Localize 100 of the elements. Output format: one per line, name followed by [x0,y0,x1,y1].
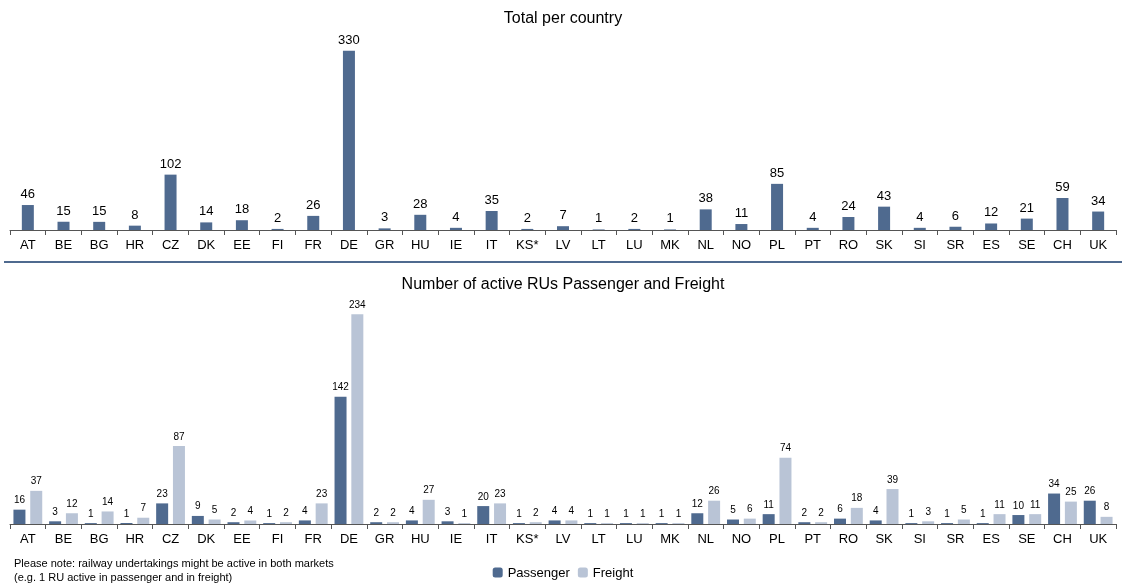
x-tick-label: SR [946,531,965,546]
data-label: 102 [159,155,182,171]
bar [101,511,114,524]
bar [842,216,855,230]
data-label: 10 [1012,499,1025,511]
data-label: 330 [338,31,360,47]
bar [414,214,427,230]
x-tick-label: FR [304,237,322,252]
x-tick-label: IT [485,237,498,252]
bar [156,503,169,524]
data-label: 5 [961,504,968,516]
data-label: 4 [872,504,879,516]
data-label: 3 [925,505,932,517]
data-label: 26 [1084,485,1096,497]
data-label: 1 [266,507,273,519]
data-label: 234 [348,298,367,310]
x-tick-label: UK [1089,531,1108,546]
bar [762,514,775,524]
data-label: 2 [273,209,282,225]
data-label: 11 [734,205,749,221]
data-label: 15 [56,202,71,218]
bar [771,183,784,230]
bar [565,520,578,524]
text: Please note: railway undertakings might be active in both markets [14,556,335,569]
x-tick-label: GR [374,531,395,546]
bar [65,513,78,524]
x-tick-label: AT [20,237,36,252]
data-label: 7 [140,502,147,514]
bar [886,489,899,524]
bar [315,503,328,524]
data-label: 87 [173,430,185,442]
bar [922,521,935,524]
x-tick-label: CZ [161,237,180,252]
data-label: 59 [1055,178,1070,194]
data-label: 35 [484,192,499,207]
x-tick-label: PT [804,531,822,546]
x-tick-label: PT [804,237,822,252]
data-label: 1 [595,210,603,226]
bar [834,518,847,524]
bar [913,227,926,230]
x-tick-label: HU [410,237,430,252]
data-label: 21 [1019,199,1035,215]
data-label: 11 [1030,498,1041,510]
x-tick-label: NO [731,531,752,546]
data-label: 2 [523,209,531,225]
data-label: 23 [494,487,507,499]
bar [334,396,347,524]
legend-label: Freight [592,565,634,580]
x-tick-label: BG [89,237,109,252]
bar [405,520,418,524]
data-label: 2 [818,506,825,518]
x-tick-label: GR [374,237,395,252]
bar [878,206,891,230]
data-label: 5 [211,504,218,516]
bar [298,520,311,524]
data-label: 20 [477,490,490,502]
text: (e.g. 1 RU active in passenger and in freight) [14,570,233,583]
data-label: 7 [559,207,567,223]
x-tick-label: CZ [161,531,180,546]
x-tick-label: SK [875,237,894,252]
x-tick-label: MK [660,531,681,546]
x-tick-label: LU [626,531,643,546]
data-label: 28 [413,195,428,211]
x-tick-label: MK [660,237,681,252]
bar [30,490,43,524]
bar [422,499,435,524]
bar [949,226,962,230]
data-label: 142 [332,381,350,393]
bar [307,215,320,230]
data-label: 18 [851,492,863,504]
x-tick-label: DK [197,237,216,252]
x-tick-label: LV [555,237,571,252]
x-tick-label: DE [339,531,359,546]
data-label: 4 [452,208,460,224]
data-label: 34 [1048,478,1061,490]
bar [164,174,177,230]
x-tick-label: SE [1018,237,1036,252]
x-tick-label: EE [233,237,251,252]
data-label: 1 [88,507,95,519]
x-tick-label: BG [89,531,109,546]
bar [200,222,213,230]
x-tick-label: SR [946,237,965,252]
data-label: 24 [841,197,856,213]
x-tick-label: LT [591,237,606,252]
data-label: 1 [516,507,523,519]
data-label: 2 [373,506,380,518]
data-label: 3 [444,505,451,517]
data-label: 1 [666,210,674,226]
data-label: 1 [461,507,468,519]
data-label: 5 [730,504,737,516]
data-label: 2 [390,506,397,518]
bar [235,220,248,230]
x-tick-label: ES [982,531,1001,546]
x-tick-label: FI [271,237,284,252]
data-label: 6 [837,503,844,515]
data-label: 2 [532,506,539,518]
bar [1100,516,1113,524]
data-label: 43 [876,187,892,203]
data-label: 1 [639,507,646,519]
data-label: 1 [604,507,611,519]
